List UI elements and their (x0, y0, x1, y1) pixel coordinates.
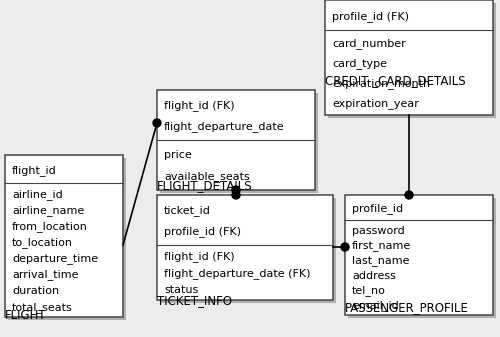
Text: email_id: email_id (352, 301, 399, 311)
Text: price: price (164, 150, 192, 160)
FancyBboxPatch shape (160, 93, 318, 193)
Text: expiration_month: expiration_month (332, 78, 430, 89)
FancyBboxPatch shape (5, 155, 123, 317)
FancyBboxPatch shape (325, 0, 493, 115)
FancyBboxPatch shape (328, 3, 496, 118)
FancyBboxPatch shape (345, 195, 493, 315)
FancyBboxPatch shape (160, 198, 336, 303)
Circle shape (405, 191, 413, 199)
Text: duration: duration (12, 286, 59, 296)
FancyBboxPatch shape (157, 195, 333, 300)
Text: flight_id (FK): flight_id (FK) (164, 100, 234, 111)
Text: profile_id (FK): profile_id (FK) (332, 11, 409, 22)
Text: flight_departure_date (FK): flight_departure_date (FK) (164, 268, 310, 279)
Text: card_type: card_type (332, 58, 387, 69)
Text: first_name: first_name (352, 240, 411, 251)
Text: PASSENGER_PROFILE: PASSENGER_PROFILE (345, 301, 469, 314)
Circle shape (232, 186, 240, 194)
Text: TICKET_INFO: TICKET_INFO (157, 294, 232, 307)
Text: expiration_year: expiration_year (332, 98, 419, 109)
Text: password: password (352, 225, 405, 236)
Text: profile_id (FK): profile_id (FK) (164, 226, 241, 237)
Text: to_location: to_location (12, 237, 73, 248)
FancyBboxPatch shape (8, 158, 126, 320)
Text: available_seats: available_seats (164, 172, 250, 182)
FancyBboxPatch shape (157, 90, 315, 190)
Text: flight_id (FK): flight_id (FK) (164, 251, 234, 262)
Text: address: address (352, 271, 396, 281)
Text: FLIGHT_DETAILS: FLIGHT_DETAILS (157, 179, 252, 192)
Text: from_location: from_location (12, 221, 88, 232)
Text: FLIGHT: FLIGHT (5, 309, 46, 322)
Text: profile_id: profile_id (352, 203, 403, 214)
Circle shape (153, 119, 161, 127)
Text: tel_no: tel_no (352, 285, 386, 296)
Text: ticket_id: ticket_id (164, 205, 211, 216)
Text: airline_name: airline_name (12, 205, 84, 216)
Text: last_name: last_name (352, 255, 410, 266)
Text: total_seats: total_seats (12, 302, 73, 313)
Text: departure_time: departure_time (12, 253, 98, 264)
Text: card_number: card_number (332, 38, 406, 49)
Text: flight_departure_date: flight_departure_date (164, 122, 284, 132)
Text: status: status (164, 285, 198, 295)
FancyBboxPatch shape (348, 198, 496, 318)
Text: arrival_time: arrival_time (12, 270, 78, 280)
Circle shape (341, 243, 349, 251)
Circle shape (232, 191, 240, 199)
Text: airline_id: airline_id (12, 189, 63, 200)
Text: flight_id: flight_id (12, 164, 57, 176)
Text: CREDIT _CARD_DETAILS: CREDIT _CARD_DETAILS (325, 74, 466, 87)
